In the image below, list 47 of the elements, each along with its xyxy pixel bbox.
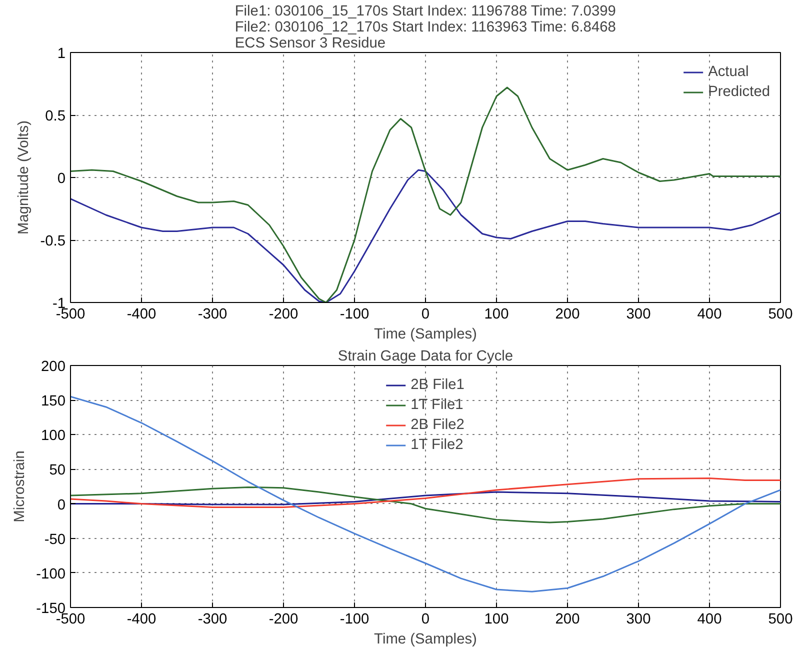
- x-tick-label: -200: [268, 306, 298, 322]
- x-axis-title: Time (Samples): [374, 632, 477, 648]
- y-axis-title: Magnitude (Volts): [16, 120, 32, 235]
- legend-label: 2B File1: [410, 377, 464, 393]
- x-tick-label: 500: [768, 306, 793, 322]
- y-tick-label: -0.5: [40, 234, 66, 250]
- y-tick-label: 1: [57, 46, 66, 62]
- y-tick-label: -100: [36, 566, 66, 582]
- line-series: [70, 396, 780, 592]
- x-tick-label: 300: [626, 612, 651, 628]
- legend-label: 1T File1: [410, 397, 464, 413]
- y-tick-label: 200: [41, 359, 66, 375]
- x-tick-label: 500: [768, 612, 793, 628]
- x-tick-label: 400: [697, 306, 722, 322]
- x-tick-label: -100: [340, 306, 370, 322]
- y-tick-label: 0.5: [45, 108, 66, 124]
- x-tick-label: -300: [198, 612, 228, 628]
- x-tick-label: -400: [126, 612, 156, 628]
- line-series: [70, 477, 780, 508]
- y-tick-label: 50: [49, 462, 66, 479]
- chart-title: File1: 030106_15_170s Start Index: 1196788 Time: 7.0399 File2: 030106_12_170s Start Index: 1163963 Time: 6.8468 ECS Sensor 3 Residue: [234, 4, 616, 52]
- y-tick-label: 100: [41, 428, 66, 444]
- y-tick-label: -50: [44, 532, 66, 548]
- x-tick-label: -400: [126, 306, 156, 322]
- x-tick-label: 100: [484, 306, 509, 322]
- y-tick-label: 0: [57, 497, 66, 514]
- x-tick-label: 200: [555, 306, 580, 322]
- line-series: [70, 486, 780, 524]
- legend-label: 2B File2: [410, 417, 464, 433]
- x-tick-label: 100: [484, 612, 509, 628]
- chart-title: Strain Gage Data for Cycle: [338, 348, 514, 364]
- x-axis-title: Time (Samples): [374, 326, 477, 342]
- legend-label: Predicted: [708, 84, 770, 100]
- x-tick-label: 200: [555, 612, 580, 628]
- y-axis-title: Microstrain: [12, 450, 28, 522]
- x-tick-label: 400: [697, 612, 722, 628]
- legend-label: Actual: [708, 64, 749, 80]
- legend-label: 1T File2: [410, 437, 464, 453]
- x-tick-label: 0: [421, 306, 430, 322]
- x-tick-label: -100: [340, 612, 370, 628]
- x-tick-label: 0: [421, 612, 430, 628]
- line-series: [70, 491, 780, 506]
- x-tick-label: -300: [198, 306, 228, 322]
- x-tick-label: 300: [626, 306, 651, 322]
- x-tick-label: -200: [268, 612, 298, 628]
- y-tick-label: 0: [57, 171, 66, 187]
- y-tick-label: 150: [41, 394, 66, 410]
